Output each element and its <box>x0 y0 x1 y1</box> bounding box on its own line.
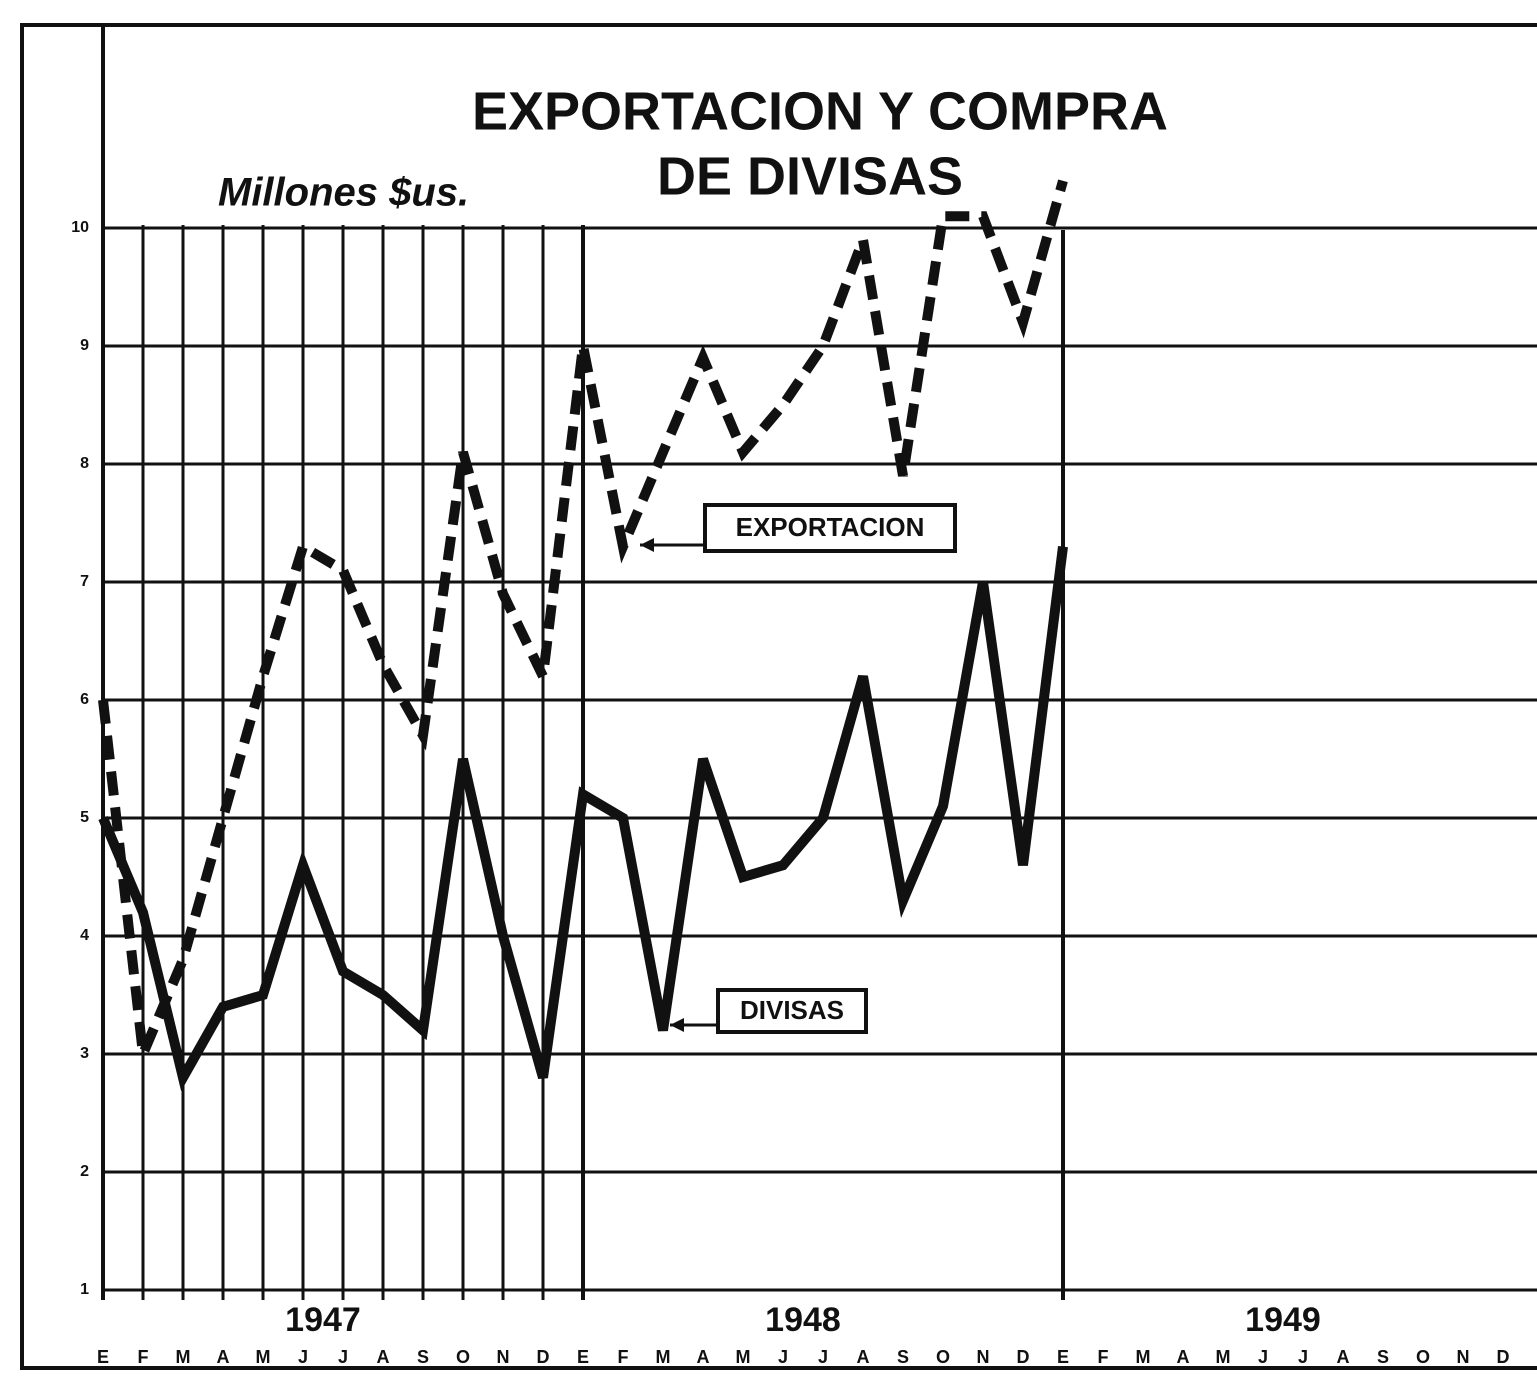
y-tick-label: 10 <box>71 219 89 236</box>
x-tick-label: O <box>1416 1347 1430 1367</box>
x-tick-label: F <box>618 1347 629 1367</box>
x-tick-label: E <box>1057 1347 1069 1367</box>
x-tick-label: D <box>1497 1347 1510 1367</box>
x-tick-label: M <box>256 1347 271 1367</box>
y-tick-label: 5 <box>80 809 89 826</box>
legend-label: EXPORTACION <box>736 512 925 542</box>
legend-box <box>716 988 868 1034</box>
y-tick-label: 6 <box>80 691 89 708</box>
legend-arrow-head <box>640 538 654 552</box>
x-tick-label: J <box>1298 1347 1308 1367</box>
x-tick-label: S <box>1377 1347 1389 1367</box>
y-axis-label: Millones $us. <box>218 171 469 215</box>
x-tick-label: N <box>1457 1347 1470 1367</box>
year-label: 1949 <box>1245 1301 1321 1339</box>
x-tick-label: F <box>1098 1347 1109 1367</box>
y-tick-label: 9 <box>80 337 89 354</box>
x-tick-label: J <box>1258 1347 1268 1367</box>
x-tick-label: A <box>1337 1347 1350 1367</box>
x-tick-label: M <box>1136 1347 1151 1367</box>
y-tick-label: 2 <box>80 1163 89 1180</box>
x-tick-label: S <box>897 1347 909 1367</box>
x-tick-label: A <box>377 1347 390 1367</box>
x-tick-label: A <box>857 1347 870 1367</box>
x-tick-label: A <box>217 1347 230 1367</box>
x-tick-label: J <box>818 1347 828 1367</box>
x-tick-label: N <box>977 1347 990 1367</box>
data-line <box>98 179 1068 1074</box>
x-tick-label: M <box>1216 1347 1231 1367</box>
x-tick-label: J <box>778 1347 788 1367</box>
data-line <box>98 545 1068 1092</box>
x-tick-label: A <box>697 1347 710 1367</box>
y-tick-label: 8 <box>80 455 89 472</box>
x-tick-label: E <box>577 1347 589 1367</box>
x-tick-label: A <box>1177 1347 1190 1367</box>
x-tick-label: N <box>497 1347 510 1367</box>
x-tick-label: M <box>736 1347 751 1367</box>
x-tick-label: D <box>537 1347 550 1367</box>
legend-label: DIVISAS <box>740 995 844 1025</box>
x-tick-label: E <box>97 1347 109 1367</box>
frame <box>20 23 1537 1370</box>
chart-subtitle: DE DIVISAS <box>657 146 963 206</box>
y-tick-label: 1 <box>80 1281 89 1298</box>
year-label: 1948 <box>765 1301 841 1339</box>
x-tick-label: F <box>138 1347 149 1367</box>
x-tick-label: J <box>338 1347 348 1367</box>
x-tick-label: M <box>656 1347 671 1367</box>
x-tick-label: S <box>417 1347 429 1367</box>
legend-box <box>703 503 957 553</box>
y-tick-label: 4 <box>80 927 89 944</box>
legend-arrow-head <box>670 1018 684 1032</box>
x-tick-label: O <box>936 1347 950 1367</box>
y-tick-label: 3 <box>80 1045 89 1062</box>
x-tick-label: M <box>176 1347 191 1367</box>
year-label: 1947 <box>285 1301 361 1339</box>
y-tick-label: 7 <box>80 573 89 590</box>
chart-title: EXPORTACION Y COMPRA <box>472 81 1168 141</box>
x-tick-label: O <box>456 1347 470 1367</box>
x-tick-label: J <box>298 1347 308 1367</box>
x-tick-label: D <box>1017 1347 1030 1367</box>
